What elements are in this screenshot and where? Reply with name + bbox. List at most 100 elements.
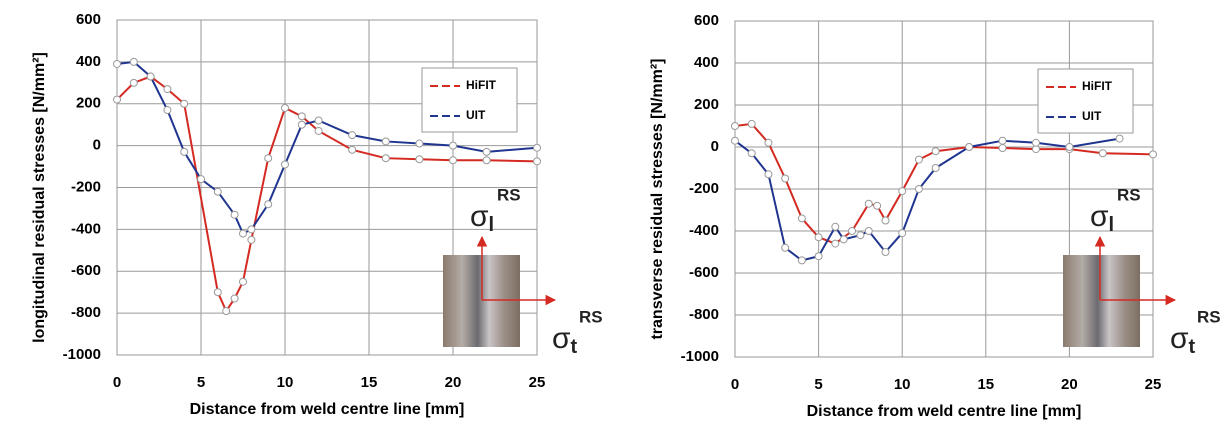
y-tick-label: 600 — [694, 12, 719, 29]
y-axis-title: longitudinal residual stresses [N/mm²] — [31, 52, 48, 343]
legend-label: UIT — [1082, 109, 1102, 123]
x-tick-label: 0 — [731, 376, 739, 393]
x-tick-label: 5 — [814, 376, 822, 393]
x-tick-label: 25 — [529, 374, 546, 391]
point — [781, 174, 790, 183]
stress-symbol: σl — [470, 200, 494, 236]
y-tick-label: 400 — [76, 53, 101, 70]
point — [848, 227, 857, 235]
y-tick-label: -800 — [689, 306, 719, 323]
point — [764, 170, 773, 179]
weld-photo — [1063, 255, 1140, 347]
point — [113, 59, 121, 68]
y-tick-label: -600 — [71, 262, 101, 279]
point — [1098, 149, 1107, 158]
point — [348, 131, 357, 140]
point — [731, 136, 739, 145]
point — [129, 78, 138, 87]
point — [163, 85, 172, 94]
point — [482, 147, 491, 156]
symbol: σ — [470, 200, 489, 233]
x-tick-label: 5 — [197, 374, 205, 391]
point — [1149, 150, 1157, 159]
subscript: l — [1109, 214, 1115, 236]
point — [180, 99, 189, 108]
y-tick-label: 600 — [76, 11, 101, 28]
point — [239, 229, 247, 238]
x-axis-title: Distance from weld centre line [mm] — [807, 403, 1082, 420]
point — [213, 187, 222, 196]
subscript: t — [1189, 336, 1196, 358]
legend-label: HiFIT — [466, 78, 497, 92]
point — [831, 239, 840, 248]
subscript: t — [571, 336, 578, 358]
point — [314, 116, 323, 125]
point — [998, 144, 1007, 153]
superscript: RS — [1117, 185, 1141, 204]
legend-box — [1037, 68, 1134, 134]
point — [180, 147, 189, 156]
legend-label: HiFIT — [1082, 79, 1113, 93]
point — [415, 139, 424, 148]
point — [1031, 138, 1040, 147]
y-tick-label: -400 — [71, 220, 101, 237]
point — [449, 156, 457, 165]
point — [281, 103, 289, 112]
point — [881, 248, 890, 256]
superscript: RS — [579, 307, 603, 326]
point — [314, 126, 323, 135]
point — [998, 136, 1007, 145]
subscript: l — [489, 214, 495, 236]
y-tick-label: 200 — [694, 96, 719, 113]
point — [264, 154, 273, 163]
point — [415, 155, 424, 164]
point — [731, 122, 739, 130]
point — [230, 294, 239, 303]
y-tick-label: -1000 — [63, 346, 101, 363]
point — [146, 72, 155, 81]
y-tick-label: -200 — [689, 180, 719, 197]
point — [864, 227, 873, 235]
series-line — [116, 60, 538, 235]
stress-symbol: σt — [1170, 322, 1196, 358]
point — [197, 175, 205, 184]
point — [247, 225, 256, 234]
point — [797, 214, 806, 223]
point — [814, 233, 823, 242]
point — [898, 229, 907, 238]
x-tick-label: 20 — [1061, 376, 1078, 393]
point — [797, 256, 806, 265]
legend-label: UIT — [466, 108, 486, 122]
point — [129, 57, 138, 66]
point — [881, 216, 890, 225]
point — [533, 157, 541, 166]
superscript: RS — [1197, 307, 1221, 326]
x-tick-label: 15 — [361, 374, 378, 391]
point — [914, 155, 923, 164]
point — [873, 201, 882, 210]
point — [864, 199, 873, 208]
point — [831, 222, 840, 231]
point — [764, 138, 773, 147]
point — [247, 235, 256, 244]
y-tick-label: -600 — [689, 264, 719, 281]
point — [381, 137, 390, 146]
point — [230, 210, 239, 219]
y-tick-label: 400 — [694, 54, 719, 71]
symbol: σ — [1090, 200, 1109, 233]
point — [281, 160, 289, 169]
point — [781, 243, 790, 252]
x-axis-title: Distance from weld centre line [mm] — [190, 401, 465, 418]
point — [1065, 143, 1074, 151]
point — [931, 164, 940, 172]
point — [264, 200, 273, 209]
point — [113, 95, 121, 104]
point — [297, 112, 306, 121]
point — [239, 277, 247, 286]
y-tick-label: -400 — [689, 222, 719, 239]
point — [213, 288, 222, 297]
y-tick-label: -1000 — [681, 348, 719, 365]
x-tick-label: 0 — [113, 374, 121, 391]
series-line — [734, 122, 1154, 245]
